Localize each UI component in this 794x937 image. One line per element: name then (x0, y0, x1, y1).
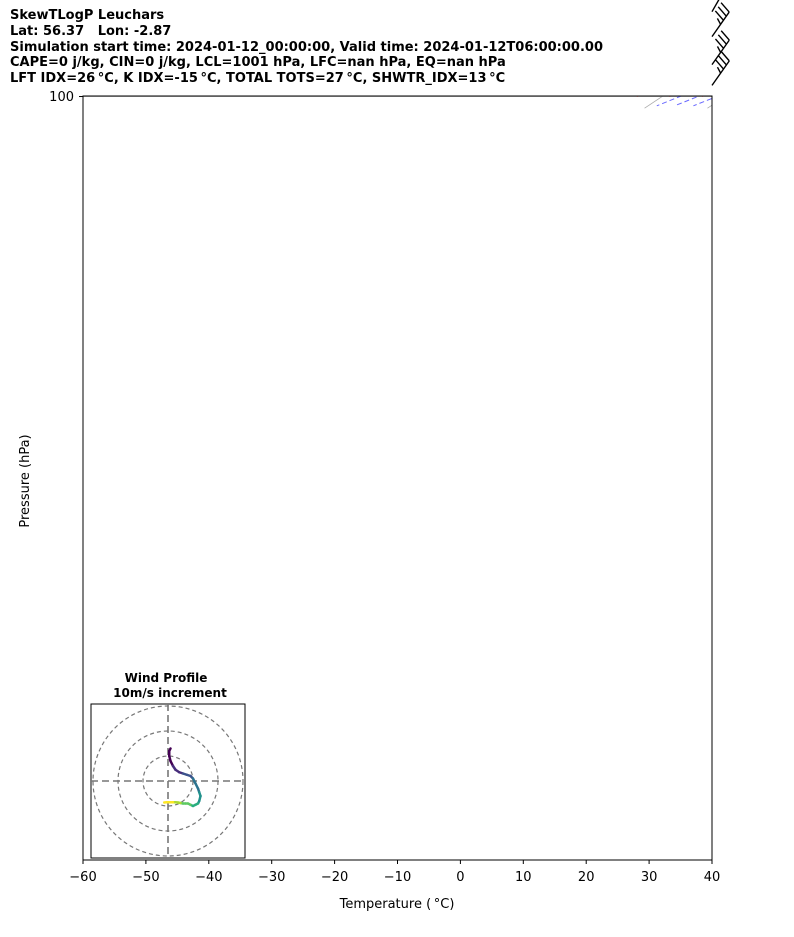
y-tick-label: 100 (49, 90, 74, 105)
dry-adiabat (767, 0, 794, 97)
moist-adiabat (789, 0, 794, 106)
x-tick-label: −30 (258, 870, 285, 885)
y-axis-label: Pressure (hPa) (18, 434, 33, 527)
parcel-profile (762, 0, 794, 106)
wind-barb (711, 51, 730, 86)
moist-adiabat (693, 97, 712, 107)
wind-barb (711, 2, 730, 38)
hodograph-inset: Wind Profile 10m/s increment (90, 671, 246, 859)
header-latlon: Lat: 56.37 Lon: -2.87 (10, 23, 172, 39)
dry-adiabat (735, 0, 794, 97)
x-tick-label: 0 (456, 870, 464, 885)
hodograph-title: Wind Profile (125, 671, 208, 685)
x-tick-label: 20 (578, 870, 595, 885)
header-station: SkewTLogP Leuchars (10, 8, 165, 23)
header-times: Simulation start time: 2024-01-12_00:00:… (10, 39, 603, 55)
hodograph-plot (91, 704, 245, 858)
dry-adiabat (701, 96, 705, 97)
x-tick-label: −50 (132, 870, 159, 885)
header-indices-line: LFT IDX=26 °C, K IDX=-15 °C, TOTAL TOTS=… (10, 71, 506, 87)
moist-adiabat (674, 96, 701, 107)
x-tick-label: −40 (195, 870, 222, 885)
hodograph-subtitle: 10m/s increment (113, 686, 227, 700)
x-tick-label: 10 (515, 870, 532, 885)
wind-barb (711, 30, 730, 66)
x-tick-label: 30 (641, 870, 658, 885)
x-tick-label: −60 (69, 870, 96, 885)
cin-shaded-area (762, 0, 794, 106)
moist-adiabat (761, 0, 794, 106)
header-cape-line: CAPE=0 j/kg, CIN=0 j/kg, LCL=1001 hPa, L… (10, 55, 506, 71)
chart-header: SkewTLogP Leuchars Lat: 56.37 Lon: -2.87 S… (10, 8, 603, 87)
x-tick-label: −10 (384, 870, 411, 885)
wind-barbs (711, 0, 730, 86)
skewt-plot-area (83, 0, 794, 109)
axes: −60−50−40−30−20−100102030401000900800700… (49, 90, 721, 885)
dry-adiabat (636, 96, 640, 97)
moist-adiabat (736, 0, 794, 106)
isotherm-line (770, 0, 794, 108)
x-axis-label: Temperature ( °C) (339, 897, 455, 912)
x-tick-label: 40 (704, 870, 721, 885)
x-tick-label: −20 (321, 870, 348, 885)
dry-adiabat (669, 96, 672, 97)
wind-barb (711, 0, 720, 13)
